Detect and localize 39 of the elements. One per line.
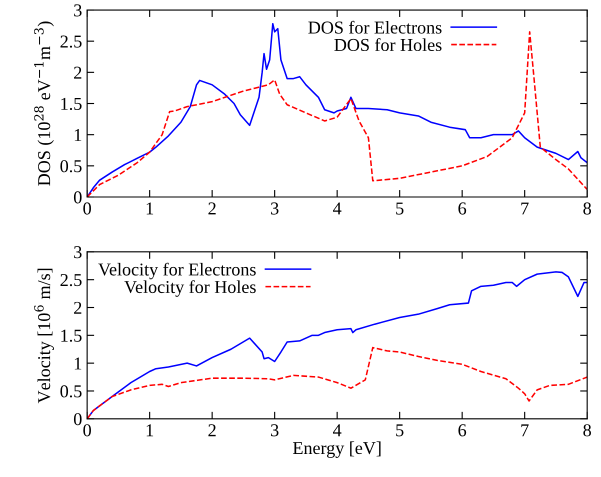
y-tick-label: 0 [74,413,82,426]
legend-label: Velocity for Holes [124,280,256,297]
y-axis-title: DOS (10$^{28}$ eV$^{−1}$m$^{−3}$) [34,22,54,186]
x-tick-label: 8 [583,202,592,215]
y-tick-label: 1.5 [61,330,82,342]
x-tick-label: 4 [333,424,342,436]
y-tick-label: 3 [74,246,82,258]
x-tick-label: 2 [208,424,216,436]
legend-label: DOS for Holes [334,38,442,52]
x-tick-label: 1 [146,202,154,214]
x-tick-label: 0 [83,202,91,215]
y-tick-label: 2 [74,66,82,79]
x-tick-label: 3 [271,202,278,215]
y-tick-label: 2.5 [60,35,82,48]
y-axis-title: Velocity [10$^{6}$ m/s] [34,268,54,404]
x-tick-label: 5 [396,202,404,215]
y-tick-label: 1 [74,129,82,141]
x-tick-label: 1 [146,424,154,436]
x-tick-label: 4 [333,202,342,214]
y-tick-label: 2.5 [60,274,82,286]
y-tick-label: 1.5 [61,98,82,110]
x-tick-label: 3 [271,424,278,436]
y-tick-label: 0 [74,191,82,204]
x-tick-label: 8 [583,424,592,436]
legend-label: Velocity for Electrons [98,262,256,280]
x-tick-label: 0 [83,424,91,436]
y-tick-label: 0.5 [60,160,82,172]
x-tick-label: 2 [208,202,216,214]
x-tick-label: 7 [521,424,529,436]
y-tick-label: 2 [74,302,82,314]
x-tick-label: 6 [458,202,466,215]
x-tick-label: 6 [458,424,466,436]
legend-label: DOS for Electrons [308,20,442,34]
x-tick-label: 7 [521,202,529,214]
y-tick-label: 3 [74,4,82,16]
y-tick-label: 1 [74,358,82,370]
x-axis-title: Energy [eV] [292,441,381,458]
y-tick-label: 0.5 [60,385,82,398]
x-tick-label: 5 [396,424,404,436]
